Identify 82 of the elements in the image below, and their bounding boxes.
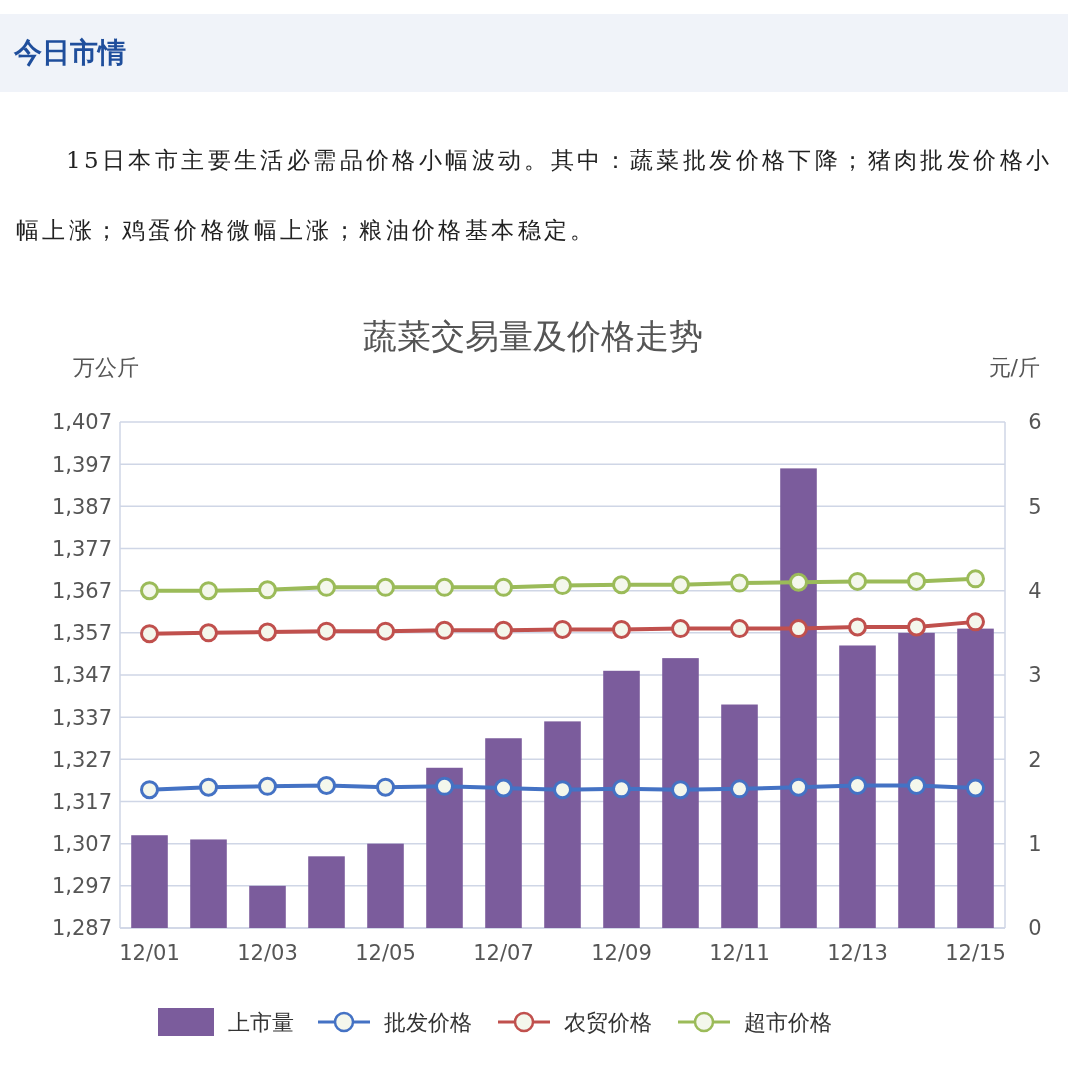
- point: [612, 779, 631, 799]
- point: [789, 572, 808, 592]
- x-tick-label: 12/09: [591, 941, 652, 965]
- point: [848, 571, 867, 591]
- y2-tick-label: 1: [1028, 832, 1042, 857]
- y-tick-label: 1,317: [51, 789, 112, 814]
- text: 15日本市主要生活必需品价格小幅波动。其中：蔬菜批发价格下降；猪肉批发价格小幅上涨；鸡蛋价格微幅上涨；粮油价格基本稳定。: [16, 147, 1053, 243]
- y-tick-label: 1,367: [51, 579, 112, 604]
- y-tick-label: 1,337: [51, 705, 112, 730]
- y-tick-label: 1,287: [51, 916, 112, 941]
- x-tick-label: 12/11: [709, 941, 770, 965]
- point: [258, 776, 277, 796]
- y-tick-label: 1,387: [51, 494, 112, 519]
- x-tick-label: 12/01: [119, 941, 180, 965]
- point: [671, 575, 690, 595]
- point: [435, 577, 454, 597]
- point: [907, 617, 926, 637]
- legend-label: 农贸价格: [564, 1009, 652, 1035]
- point: [494, 620, 513, 640]
- point: [376, 577, 395, 597]
- y-axis-title: 万公斤: [73, 355, 139, 380]
- legend-label: 超市价格: [744, 1009, 832, 1035]
- point: [376, 777, 395, 797]
- point: [553, 780, 572, 800]
- point: [140, 624, 159, 644]
- y-tick-label: 1,327: [51, 747, 112, 772]
- y2-tick-label: 3: [1028, 663, 1042, 688]
- point: [258, 580, 277, 600]
- y-tick-label: 1,397: [51, 452, 112, 477]
- point: [494, 577, 513, 597]
- point: [199, 777, 218, 797]
- y-tick-label: 1,377: [51, 536, 112, 561]
- point: [671, 780, 690, 800]
- y2-tick-label: 4: [1028, 579, 1042, 604]
- x-tick-label: 12/13: [827, 941, 888, 965]
- point: [848, 775, 867, 795]
- point: [907, 571, 926, 591]
- point: [553, 576, 572, 596]
- point: [140, 780, 159, 800]
- point: [789, 619, 808, 639]
- point: [376, 621, 395, 641]
- point: [317, 621, 336, 641]
- point: [730, 573, 749, 593]
- y-tick-label: 1,307: [51, 832, 112, 857]
- point: [907, 775, 926, 795]
- point: [140, 581, 159, 601]
- point: [966, 569, 985, 589]
- point: [258, 622, 277, 642]
- y2-tick-label: 6: [1028, 410, 1042, 435]
- point: [789, 777, 808, 797]
- point: [199, 581, 218, 601]
- x-tick-label: 12/07: [473, 941, 534, 965]
- x-tick-label: 12/03: [237, 941, 298, 965]
- y2-tick-label: 0: [1028, 916, 1042, 941]
- legend-label: 上市量: [228, 1009, 294, 1035]
- x-tick-label: 12/05: [355, 941, 416, 965]
- legend-label: 批发价格: [384, 1009, 472, 1035]
- point: [199, 623, 218, 643]
- point: [317, 577, 336, 597]
- text: 今日市情: [0, 14, 1068, 92]
- point: [848, 617, 867, 637]
- y2-tick-label: 2: [1028, 747, 1042, 772]
- y-tick-label: 1,347: [51, 663, 112, 688]
- point: [494, 778, 513, 798]
- point: [612, 575, 631, 595]
- point: [730, 779, 749, 799]
- y-tick-label: 1,297: [51, 874, 112, 899]
- point: [966, 778, 985, 798]
- point: [553, 619, 572, 639]
- x-tick-label: 12/15: [945, 941, 1006, 965]
- y2-axis-title: 元/斤: [988, 355, 1040, 380]
- point: [671, 619, 690, 639]
- point: [435, 620, 454, 640]
- y-tick-label: 1,407: [51, 410, 112, 435]
- point: [317, 775, 336, 795]
- y2-tick-label: 5: [1028, 494, 1042, 519]
- chart-title: 蔬菜交易量及价格走势: [363, 316, 703, 356]
- point: [966, 612, 985, 632]
- y-tick-label: 1,357: [51, 621, 112, 646]
- point: [435, 776, 454, 796]
- point: [730, 619, 749, 639]
- point: [612, 619, 631, 639]
